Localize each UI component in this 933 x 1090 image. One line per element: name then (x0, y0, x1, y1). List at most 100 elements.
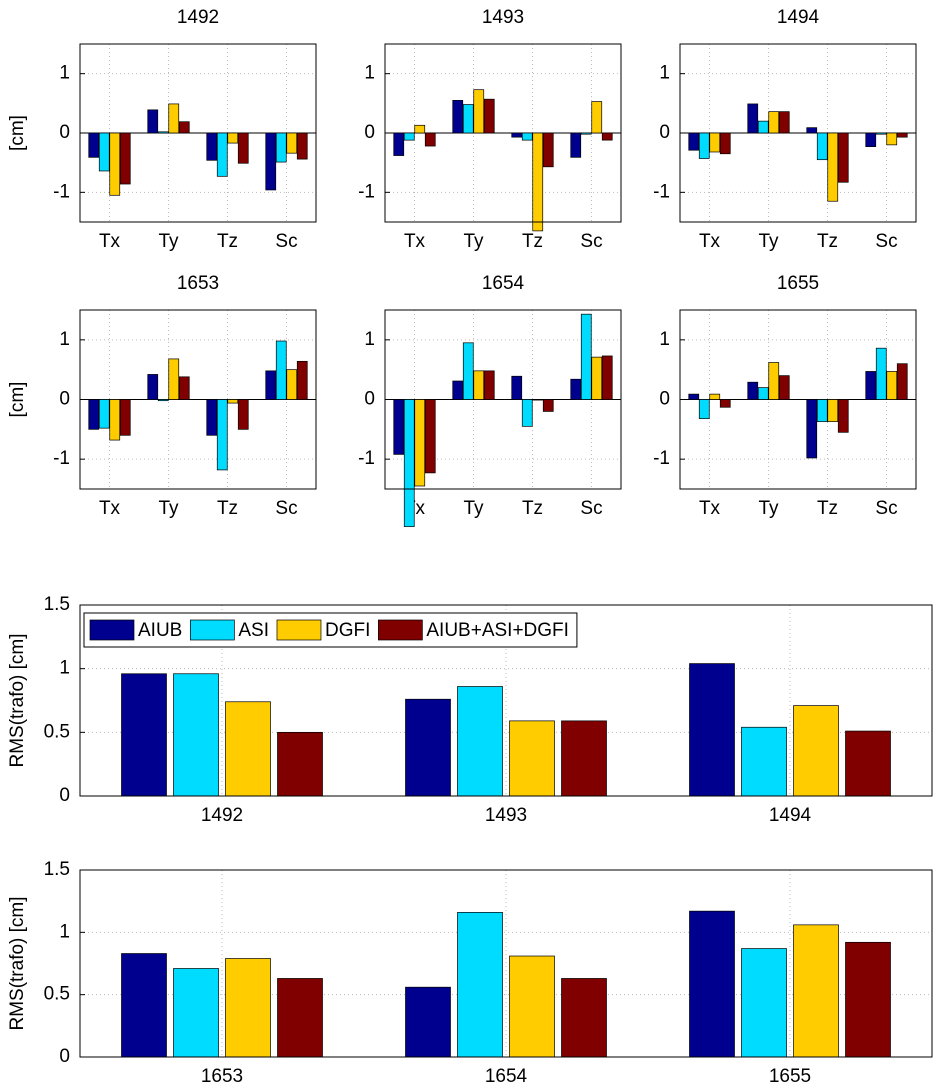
bar (561, 720, 607, 797)
bar (457, 912, 503, 1058)
bar (698, 399, 710, 419)
bar (757, 120, 769, 134)
legend-label: ASI (238, 620, 269, 641)
bar (483, 370, 495, 400)
x-tick-label: Sc (275, 498, 297, 519)
bar (521, 132, 533, 141)
bar (147, 374, 159, 400)
y-tick-label: 1 (59, 921, 70, 942)
y-tick-label: 0 (659, 122, 670, 143)
y-tick-label: 1.5 (44, 594, 70, 615)
bar (178, 121, 190, 134)
bar (816, 399, 828, 422)
bar (521, 399, 533, 427)
bar (173, 968, 219, 1058)
bar (119, 399, 131, 436)
chart: 1493 -1 0 1 Tx Ty Tz Sc (358, 7, 622, 252)
x-tick-label: Sc (875, 231, 897, 252)
legend-label: AIUB (138, 620, 182, 641)
bar (741, 726, 787, 797)
y-tick-label: -1 (53, 181, 70, 202)
bar (896, 363, 908, 400)
y-tick-label: 1 (59, 658, 70, 679)
bar (886, 132, 898, 146)
y-axis-label: RMS(trafo) [cm] (7, 633, 28, 767)
x-tick-label: Sc (580, 231, 602, 252)
y-tick-label: -1 (358, 181, 375, 202)
x-tick-label: Tx (699, 498, 721, 519)
bar (778, 111, 790, 134)
bar (216, 132, 228, 177)
x-tick-label: 1655 (769, 1066, 811, 1087)
bar (483, 98, 495, 134)
bar (570, 132, 582, 158)
y-axis-label: [cm] (7, 382, 28, 418)
y-tick-label: 1 (659, 63, 670, 84)
bar (806, 399, 818, 459)
x-tick-label: Tx (99, 498, 121, 519)
y-axis-label: [cm] (7, 115, 28, 151)
bar (393, 132, 405, 156)
x-tick-label: Tz (522, 231, 543, 252)
y-tick-label: 0 (364, 389, 375, 410)
bar (837, 399, 849, 433)
x-tick-label: Tx (404, 231, 426, 252)
bar (168, 103, 180, 134)
axes-box (384, 43, 622, 223)
bar (561, 978, 607, 1058)
legend-box (83, 612, 578, 648)
bar (793, 924, 839, 1058)
bar (405, 698, 451, 797)
bar (424, 132, 436, 147)
bar (265, 370, 277, 400)
bar (157, 399, 169, 402)
x-tick-label: 1493 (485, 805, 527, 826)
bar (768, 111, 780, 134)
bar (778, 375, 790, 400)
bar (741, 948, 787, 1058)
y-tick-label: 0 (59, 1046, 70, 1067)
chart-title: 1654 (482, 273, 525, 294)
bar (827, 132, 839, 202)
bar (178, 376, 190, 400)
bar (403, 399, 415, 527)
bar (845, 730, 891, 797)
chart: 1655 -1 0 1 Tx Ty Tz Sc (653, 273, 917, 519)
bar (806, 127, 818, 134)
bar (452, 380, 464, 400)
bar (462, 342, 474, 400)
axes-box (79, 43, 317, 223)
bar (168, 358, 180, 400)
bar (509, 955, 555, 1058)
axes-box (79, 869, 933, 1058)
bar (121, 953, 167, 1058)
y-tick-label: 1 (59, 329, 70, 350)
bar (296, 132, 308, 160)
bar (865, 132, 877, 147)
bar (896, 132, 908, 138)
y-tick-label: 0.5 (44, 721, 70, 742)
bar (216, 399, 228, 471)
x-tick-label: Ty (758, 231, 779, 252)
y-tick-label: 0 (59, 122, 70, 143)
chart-title: 1494 (777, 7, 820, 28)
bar (275, 340, 287, 400)
x-tick-label: Ty (158, 231, 179, 252)
x-tick-label: Ty (758, 498, 779, 519)
legend-swatch (276, 619, 322, 641)
bar (457, 686, 503, 797)
bar (747, 381, 759, 400)
x-tick-label: Sc (580, 498, 602, 519)
axes-box (679, 43, 917, 223)
bar (225, 701, 271, 797)
bar (227, 399, 239, 404)
bar (237, 399, 249, 430)
y-tick-label: 1 (364, 63, 375, 84)
bar (865, 371, 877, 400)
axes-box (679, 309, 917, 490)
x-tick-label: Ty (158, 498, 179, 519)
x-tick-label: 1492 (201, 805, 243, 826)
bar (709, 393, 721, 400)
